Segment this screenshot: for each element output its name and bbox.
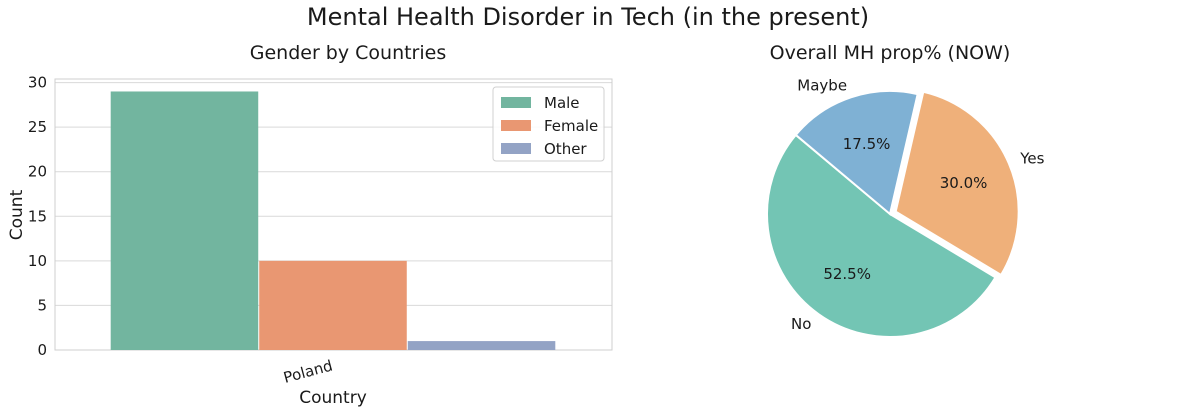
bar-series <box>110 91 556 351</box>
legend-swatch-male <box>501 97 531 108</box>
pie-slices: No 52.5% Yes 30.0% Maybe 17.5% <box>766 77 1045 338</box>
bar-y-tick-label: 10 <box>28 252 47 270</box>
bar-y-axis-label: Count <box>7 189 27 240</box>
bar-chart-title: Gender by Countries <box>250 42 447 64</box>
legend-label-other: Other <box>544 140 587 158</box>
bar-male <box>110 91 259 351</box>
bar-x-tick-label: Poland <box>282 356 335 386</box>
bar-other <box>407 341 556 350</box>
bar-female <box>259 260 407 350</box>
pie-slice-no <box>766 133 997 338</box>
pie-pct-yes: 30.0% <box>940 174 988 192</box>
bar-y-tick-label: 30 <box>28 74 47 92</box>
bar-legend: Male Female Other <box>492 86 605 162</box>
bar-x-axis-label: Country <box>299 388 367 408</box>
pie-chart-title: Overall MH prop% (NOW) <box>770 42 1011 64</box>
legend-label-male: Male <box>544 94 580 112</box>
figure-title: Mental Health Disorder in Tech (in the p… <box>307 3 869 31</box>
pie-label-maybe: Maybe <box>797 77 847 95</box>
legend-label-female: Female <box>544 117 598 135</box>
bar-x-ticks: Poland <box>282 356 335 386</box>
legend-swatch-other <box>501 143 531 154</box>
bar-y-tick-label: 5 <box>37 296 47 314</box>
pie-chart: Overall MH prop% (NOW) No 52.5% Yes 30.0% Ma… <box>766 42 1045 338</box>
bar-y-tick-label: 15 <box>28 207 47 225</box>
bar-y-tick-label: 25 <box>28 118 47 136</box>
pie-slice-yes <box>894 90 1020 277</box>
bar-y-ticks: 0 5 10 15 20 25 30 <box>28 74 47 359</box>
pie-pct-no: 52.5% <box>823 265 871 283</box>
pie-label-no: No <box>791 315 811 333</box>
pie-label-yes: Yes <box>1019 150 1044 168</box>
bar-y-tick-label: 20 <box>28 163 47 181</box>
pie-pct-maybe: 17.5% <box>843 135 891 153</box>
legend-swatch-female <box>501 120 531 131</box>
pie-slice-maybe <box>794 90 919 216</box>
bar-y-tick-label: 0 <box>37 341 47 359</box>
